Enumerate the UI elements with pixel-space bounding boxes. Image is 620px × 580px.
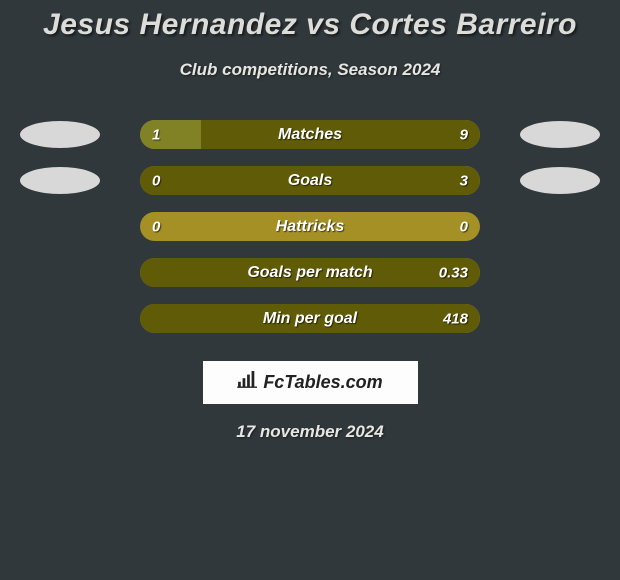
stat-label: Min per goal — [140, 310, 480, 328]
stat-label: Hattricks — [140, 218, 480, 236]
logo: FcTables.com — [237, 371, 382, 394]
stat-bar: Goals per match0.33 — [140, 258, 480, 287]
stats-list: 1Matches90Goals30Hattricks0Goals per mat… — [0, 120, 620, 333]
stat-value-right: 0.33 — [439, 264, 468, 281]
page-title: Jesus Hernandez vs Cortes Barreiro — [0, 0, 620, 42]
stat-bar: 0Hattricks0 — [140, 212, 480, 241]
stat-bar: 1Matches9 — [140, 120, 480, 149]
stat-label: Goals — [140, 172, 480, 190]
team-logo-right — [520, 121, 600, 148]
stat-value-right: 3 — [460, 172, 468, 189]
stat-value-right: 9 — [460, 126, 468, 143]
stat-row: Min per goal418 — [0, 304, 620, 333]
bars-icon — [237, 371, 259, 394]
logo-box: FcTables.com — [203, 361, 418, 404]
stat-row: 1Matches9 — [0, 120, 620, 149]
date-label: 17 november 2024 — [0, 422, 620, 442]
stat-label: Goals per match — [140, 264, 480, 282]
stat-row: Goals per match0.33 — [0, 258, 620, 287]
subtitle: Club competitions, Season 2024 — [0, 60, 620, 80]
team-logo-left — [20, 121, 100, 148]
stat-value-right: 0 — [460, 218, 468, 235]
stat-row: 0Hattricks0 — [0, 212, 620, 241]
team-logo-right — [520, 167, 600, 194]
stat-row: 0Goals3 — [0, 166, 620, 195]
stat-bar: Min per goal418 — [140, 304, 480, 333]
logo-text: FcTables.com — [263, 372, 382, 393]
team-logo-left — [20, 167, 100, 194]
stat-value-right: 418 — [443, 310, 468, 327]
stat-bar: 0Goals3 — [140, 166, 480, 195]
stat-label: Matches — [140, 126, 480, 144]
